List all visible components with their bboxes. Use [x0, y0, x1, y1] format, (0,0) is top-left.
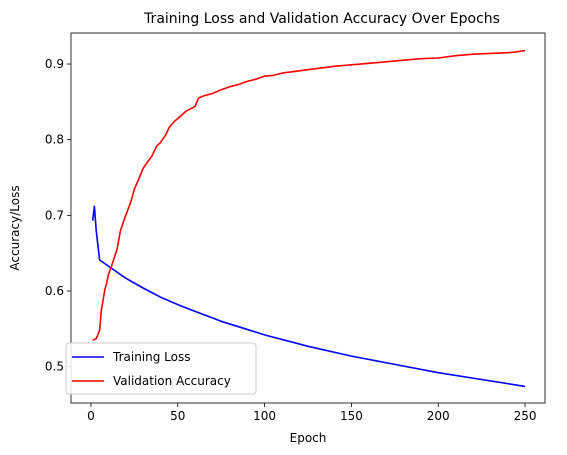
axes-frame [70, 32, 546, 404]
series-layer [91, 49, 526, 388]
y-tick-label: 0.5 [45, 360, 64, 374]
series-line-training-loss [91, 205, 526, 388]
legend: Training Loss Validation Accuracy [65, 342, 257, 395]
legend-label-training-loss: Training Loss [112, 350, 190, 364]
chart-title: Training Loss and Validation Accuracy Ov… [143, 11, 500, 27]
x-tick-label: 50 [170, 409, 185, 423]
y-axis: 0.5 0.6 0.7 0.8 0.9 [45, 57, 71, 374]
legend-label-validation-accuracy: Validation Accuracy [113, 374, 231, 388]
series-line-validation-accuracy [92, 49, 526, 341]
y-axis-label: Accuracy/Loss [8, 185, 22, 270]
x-tick-label: 150 [340, 409, 363, 423]
x-axis: 0 50 100 150 200 250 [87, 403, 536, 423]
x-tick-label: 0 [87, 409, 95, 423]
x-axis-label: Epoch [290, 431, 327, 445]
x-tick-label: 100 [253, 409, 276, 423]
plot-area: 0 50 100 150 200 250 0.5 0.6 0.7 0.8 0.9 [45, 32, 546, 423]
y-tick-label: 0.6 [45, 284, 64, 298]
x-tick-label: 200 [427, 409, 450, 423]
y-tick-label: 0.9 [45, 57, 64, 71]
y-tick-label: 0.7 [45, 208, 64, 222]
y-tick-label: 0.8 [45, 133, 64, 147]
legend-box [65, 342, 257, 395]
x-tick-label: 250 [514, 409, 537, 423]
